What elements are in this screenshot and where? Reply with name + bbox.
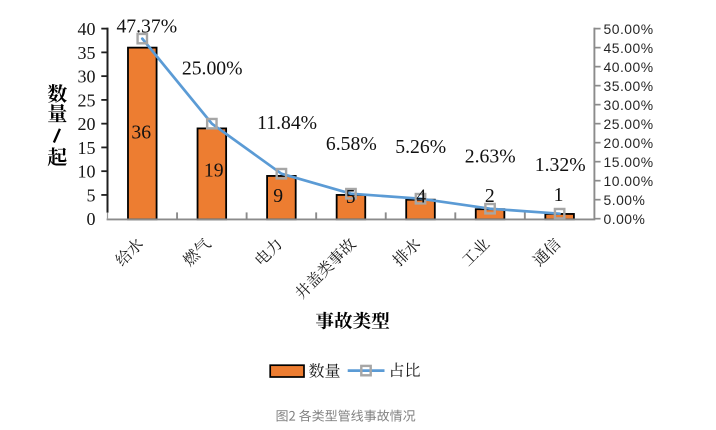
svg-text:19: 19 — [204, 160, 224, 182]
svg-text:20: 20 — [78, 114, 96, 134]
svg-text:25.00%: 25.00% — [182, 57, 243, 79]
svg-text:40: 40 — [78, 19, 96, 39]
svg-text:36: 36 — [131, 122, 151, 144]
svg-text:47.37%: 47.37% — [116, 16, 177, 38]
svg-text:5: 5 — [87, 185, 96, 205]
svg-text:10: 10 — [78, 162, 96, 182]
svg-text:30: 30 — [78, 67, 96, 87]
svg-text:0: 0 — [87, 209, 96, 229]
svg-text:5.00%: 5.00% — [604, 192, 646, 208]
svg-text:20.00%: 20.00% — [604, 135, 654, 151]
svg-text:10.00%: 10.00% — [604, 173, 654, 189]
svg-text:15: 15 — [78, 138, 96, 158]
svg-text:40.00%: 40.00% — [604, 59, 654, 75]
svg-text:5.26%: 5.26% — [395, 136, 446, 158]
svg-text:50.00%: 50.00% — [604, 21, 654, 37]
svg-text:2: 2 — [485, 185, 495, 207]
svg-text:9: 9 — [273, 185, 283, 207]
svg-text:0.00%: 0.00% — [604, 211, 646, 227]
svg-text:6.58%: 6.58% — [326, 133, 377, 155]
svg-text:35.00%: 35.00% — [604, 78, 654, 94]
svg-text:25: 25 — [78, 90, 96, 110]
svg-text:30.00%: 30.00% — [604, 97, 654, 113]
svg-text:25.00%: 25.00% — [604, 116, 654, 132]
svg-text:15.00%: 15.00% — [604, 154, 654, 170]
svg-text:1.32%: 1.32% — [535, 154, 586, 176]
svg-text:45.00%: 45.00% — [604, 40, 654, 56]
svg-text:11.84%: 11.84% — [257, 112, 317, 134]
svg-text:1: 1 — [554, 184, 564, 206]
svg-text:5: 5 — [346, 186, 356, 208]
svg-text:2.63%: 2.63% — [465, 145, 516, 167]
svg-text:4: 4 — [416, 186, 426, 208]
svg-text:35: 35 — [78, 43, 96, 63]
